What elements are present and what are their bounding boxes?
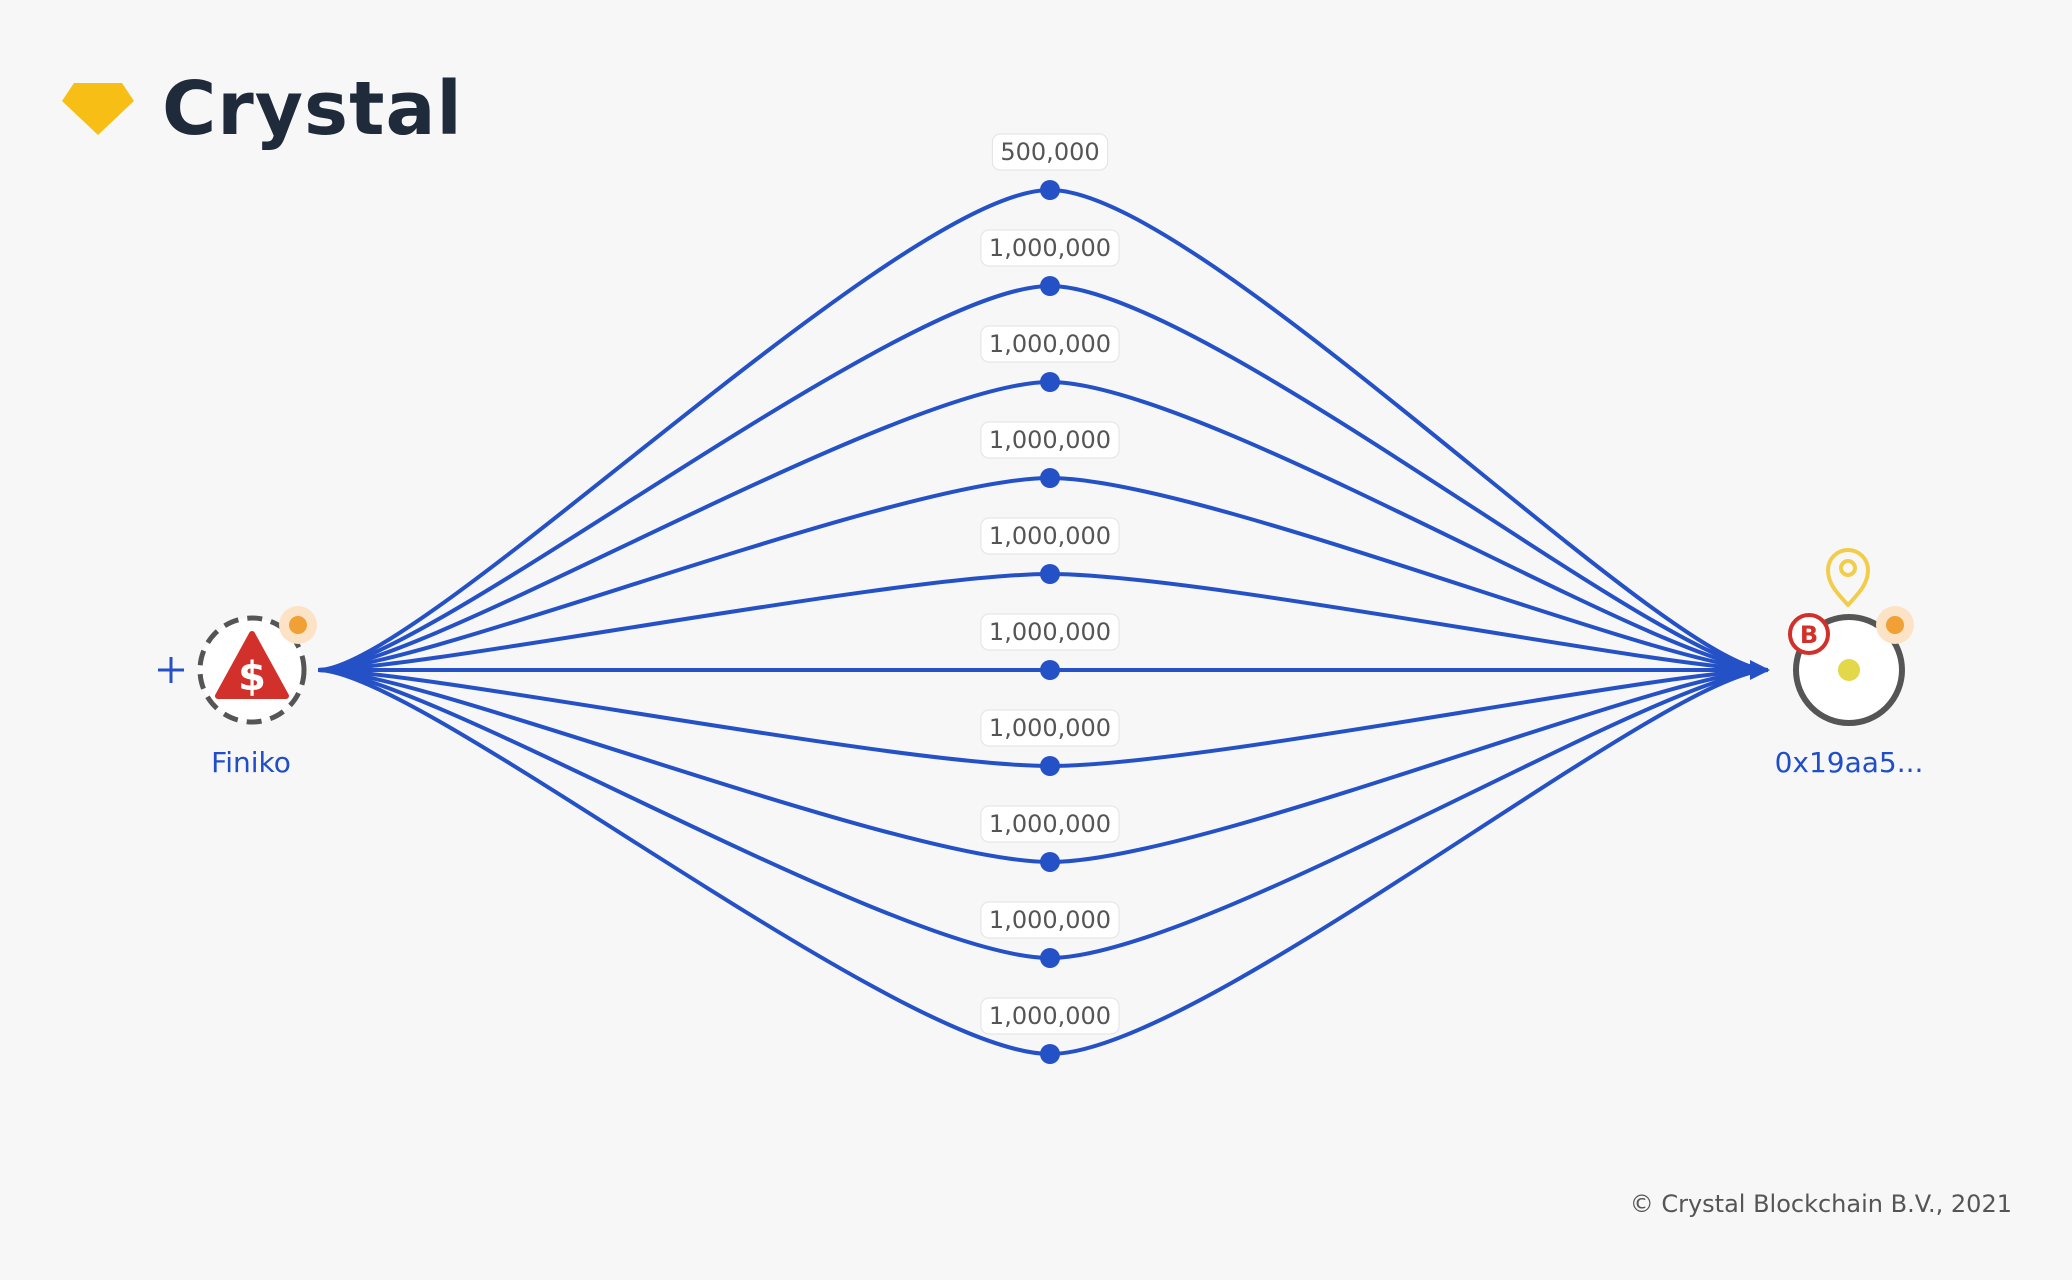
b-badge-icon: B xyxy=(1788,613,1830,655)
amount-label-background xyxy=(980,517,1120,555)
transfer-amount-label: 1,000,000 xyxy=(989,906,1111,934)
diamond-logo-icon xyxy=(62,83,134,135)
amount-label-background xyxy=(980,901,1120,939)
transfer-amount-label: 1,000,000 xyxy=(989,1002,1111,1030)
amount-label-background xyxy=(980,805,1120,843)
amount-label-background xyxy=(980,613,1120,651)
amount-label-background xyxy=(980,421,1120,459)
transfer-amount-label: 500,000 xyxy=(1000,138,1099,166)
location-pin-icon xyxy=(1826,548,1870,607)
transfer-midpoint-dot[interactable] xyxy=(1040,180,1060,200)
transfer-amount-label: 1,000,000 xyxy=(989,522,1111,550)
source-node-finiko[interactable]: $ xyxy=(197,606,317,725)
amount-label-background xyxy=(980,325,1120,363)
copyright-text: © Crystal Blockchain B.V., 2021 xyxy=(1629,1190,2012,1218)
transfer-amount-label: 1,000,000 xyxy=(989,810,1111,838)
transfer-midpoint-dot[interactable] xyxy=(1040,468,1060,488)
transfer-amount-label: 1,000,000 xyxy=(989,330,1111,358)
dollar-warning-icon: $ xyxy=(215,631,289,700)
status-dot-icon xyxy=(279,606,317,644)
svg-text:$: $ xyxy=(238,654,266,700)
amount-label-background xyxy=(980,709,1120,747)
amount-label-background xyxy=(980,229,1120,267)
logo-text: Crystal xyxy=(162,66,463,152)
transfer-midpoint-dot[interactable] xyxy=(1040,1044,1060,1064)
target-node-address[interactable]: B xyxy=(1788,548,1914,726)
transfer-midpoint-dot[interactable] xyxy=(1040,564,1060,584)
amount-label-background xyxy=(980,997,1120,1035)
amount-labels-group: 500,000 1,000,000 1,000,000 1,000,000 1,000,… xyxy=(980,133,1120,1064)
amount-label-background xyxy=(991,133,1109,171)
diamond-shape xyxy=(62,83,134,135)
target-node-label[interactable]: 0x19aa5... xyxy=(1775,746,1924,779)
transfer-midpoint-dot[interactable] xyxy=(1040,756,1060,776)
b-badge-text: B xyxy=(1800,621,1818,649)
transfer-amount-label: 1,000,000 xyxy=(989,234,1111,262)
crystal-logo[interactable]: Crystal xyxy=(60,72,463,146)
status-dot-icon xyxy=(1876,606,1914,644)
transfer-midpoint-dot[interactable] xyxy=(1040,948,1060,968)
target-node-dot xyxy=(1838,659,1860,681)
expand-plus-icon[interactable] xyxy=(158,657,184,683)
transfer-amount-label: 1,000,000 xyxy=(989,618,1111,646)
transfer-midpoint-dot[interactable] xyxy=(1040,852,1060,872)
source-node-label[interactable]: Finiko xyxy=(211,746,291,779)
transfer-midpoint-dot[interactable] xyxy=(1040,372,1060,392)
transfer-amount-label: 1,000,000 xyxy=(989,714,1111,742)
transfer-midpoint-dot[interactable] xyxy=(1040,660,1060,680)
transfer-midpoint-dot[interactable] xyxy=(1040,276,1060,296)
transfer-amount-label: 1,000,000 xyxy=(989,426,1111,454)
